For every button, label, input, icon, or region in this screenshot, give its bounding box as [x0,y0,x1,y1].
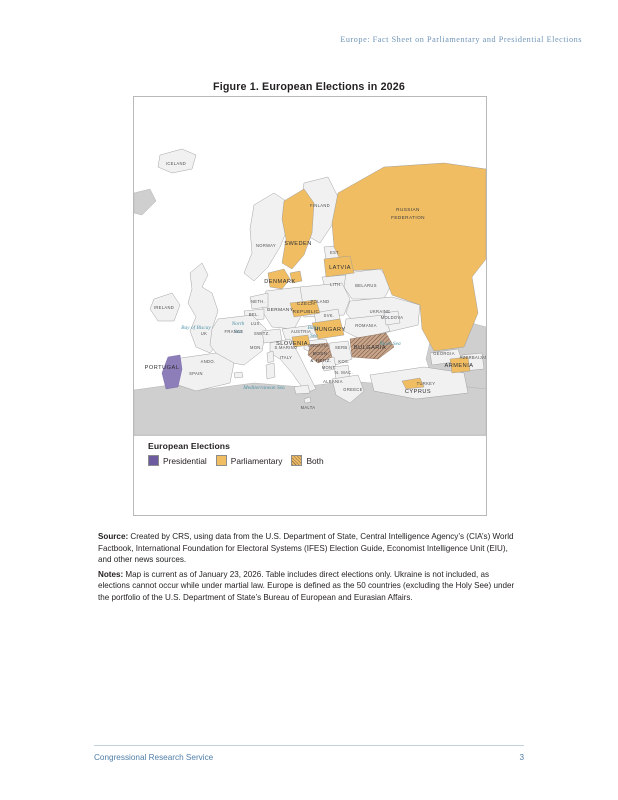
map-label-greece: GREECE [343,387,362,392]
map-label-finland: FINLAND [310,203,330,208]
map-label-bulgaria: BULGARIA [354,345,386,351]
footer-page-number: 3 [519,753,524,762]
map-label-ando: ANDO. [201,359,216,364]
map-label-armenia: ARMENIA [445,363,474,369]
map-label-kos: KOS. [338,359,349,364]
country-armenia [449,356,471,374]
figure-title: Figure 1. European Elections in 2026 [213,81,405,93]
sea-label-mediterranean-sea: Mediterranean Sea [242,385,285,391]
sea-label-north-sea-2: Sea [234,329,242,335]
map-label-hungary: HUNGARY [314,327,345,333]
map-label-lux: LUX. [251,321,262,326]
notes-paragraph: Notes: Map is current as of January 23, … [98,569,522,604]
map-legend: European Elections Presidential Parliame… [134,435,486,515]
map-label-serb: SERB. [335,345,349,350]
map-label-france: FRANCE [225,329,244,334]
legend-title: European Elections [148,441,231,451]
sea-label-black-sea: Black Sea [379,341,401,347]
country-czech-republic [289,299,321,318]
country-bulgaria [349,332,395,360]
legend-label-both: Both [306,455,324,466]
map-label-austria: AUSTRIA [291,329,311,334]
sea-label-north-sea: North [231,321,245,327]
presidential-countries [161,354,183,390]
legend-swatch-both [291,455,303,466]
source-text: Created by CRS, using data from the U.S.… [98,532,514,565]
map-label-est: EST. [330,250,340,255]
parliamentary-countries [267,162,486,390]
country-denmark-island [289,270,303,284]
source-and-notes: Source: Created by CRS, using data from … [98,531,522,607]
map-label-ireland: IRELAND [154,305,174,310]
country-portugal [161,354,183,390]
sea-label-baltic-sea: Baltic [308,325,321,331]
map-label-sweden: SWEDEN [284,241,312,247]
map-label-russia-2: FEDERATION [391,215,425,220]
map-label-czech-republic-1: CZECH [297,301,315,306]
country-sweden [281,188,315,270]
map-label-italy: ITALY [280,355,293,360]
source-paragraph: Source: Created by CRS, using data from … [98,531,522,566]
legend-keys: Presidential Parliamentary Both [148,455,324,466]
map-label-croatia: CROATIA [308,343,328,348]
map-label-n-mac: N. MAC. [335,370,353,375]
map-label-iceland: ICELAND [166,161,186,166]
map-label-mon: MON. [250,345,262,350]
map-label-uk: UK [201,331,207,336]
map-label-bel: BEL. [249,312,259,317]
map-label-romania: ROMANIA [355,323,377,328]
map-label-norway: NORWAY [256,243,276,248]
map-label-san-marino: S.MARINO [274,345,297,350]
map-label-svk: SVK. [324,313,335,318]
country-cyprus [401,377,425,390]
map-label-denmark: DENMARK [264,279,295,285]
footer-organization: Congressional Research Service [94,753,214,762]
legend-swatch-parliamentary [215,455,227,466]
map-label-bosnia-2: & HERZ. [310,358,331,363]
map-label-georgia: GEORGIA [433,351,455,356]
country-bosnia-herzegovina [307,342,333,364]
map-label-azerbaijan: AZERBAIJAN [460,355,486,360]
notes-text: Map is current as of January 23, 2026. T… [98,569,515,602]
map-label-neth: NETH. [251,299,265,304]
map-label-poland: POLAND [311,299,330,304]
notes-label: Notes: [98,569,124,579]
legend-key-parliamentary: Parliamentary [215,455,283,466]
legend-swatch-presidential [148,455,159,466]
footer-divider [94,745,524,746]
legend-label-parliamentary: Parliamentary [230,455,283,466]
source-label: Source: [98,532,129,541]
map-label-spain: SPAIN [189,371,203,376]
legend-key-presidential: Presidential [148,455,207,466]
map-label-russia-1: RUSSIAN [396,207,420,212]
europe-election-map: North Sea Baltic Sea Bay of Biscay Medit… [134,97,486,435]
map-label-belarus: BELARUS [355,283,377,288]
map-label-albania: ALBANIA [323,379,343,384]
country-denmark [267,268,291,290]
figure-container: North Sea Baltic Sea Bay of Biscay Medit… [133,96,487,516]
map-label-moldova: MOLDOVA [381,315,404,320]
legend-key-both: Both [291,455,324,466]
map-label-lith: LITH. [330,282,342,287]
both-countries [307,332,395,364]
map-label-bosnia-1: BOSN. [313,351,330,356]
country-hungary [311,318,345,340]
map-label-cyprus: CYPRUS [405,389,431,395]
map-label-portugal: PORTUGAL [145,365,180,371]
map-label-ukraine: UKRAINE [370,309,391,314]
map-label-czech-republic-2: REPUBLIC [293,309,320,314]
sea-label-bay-of-biscay: Bay of Biscay [181,324,211,331]
map-label-slovenia: SLOVENIA [276,341,308,347]
map-label-turkey: TURKEY [417,381,436,386]
map-label-switz: SWITZ. [254,331,270,336]
running-header: Europe: Fact Sheet on Parliamentary and … [340,35,582,44]
sea-label-baltic-sea-2: Sea [310,333,318,339]
map-label-malta: MALTA [301,405,316,410]
legend-label-presidential: Presidential [163,455,207,466]
map-label-mont: MONT. [322,365,336,370]
map-label-germany: GERMANY [267,307,294,312]
country-latvia [323,255,355,278]
map-label-latvia: LATVIA [329,265,351,271]
